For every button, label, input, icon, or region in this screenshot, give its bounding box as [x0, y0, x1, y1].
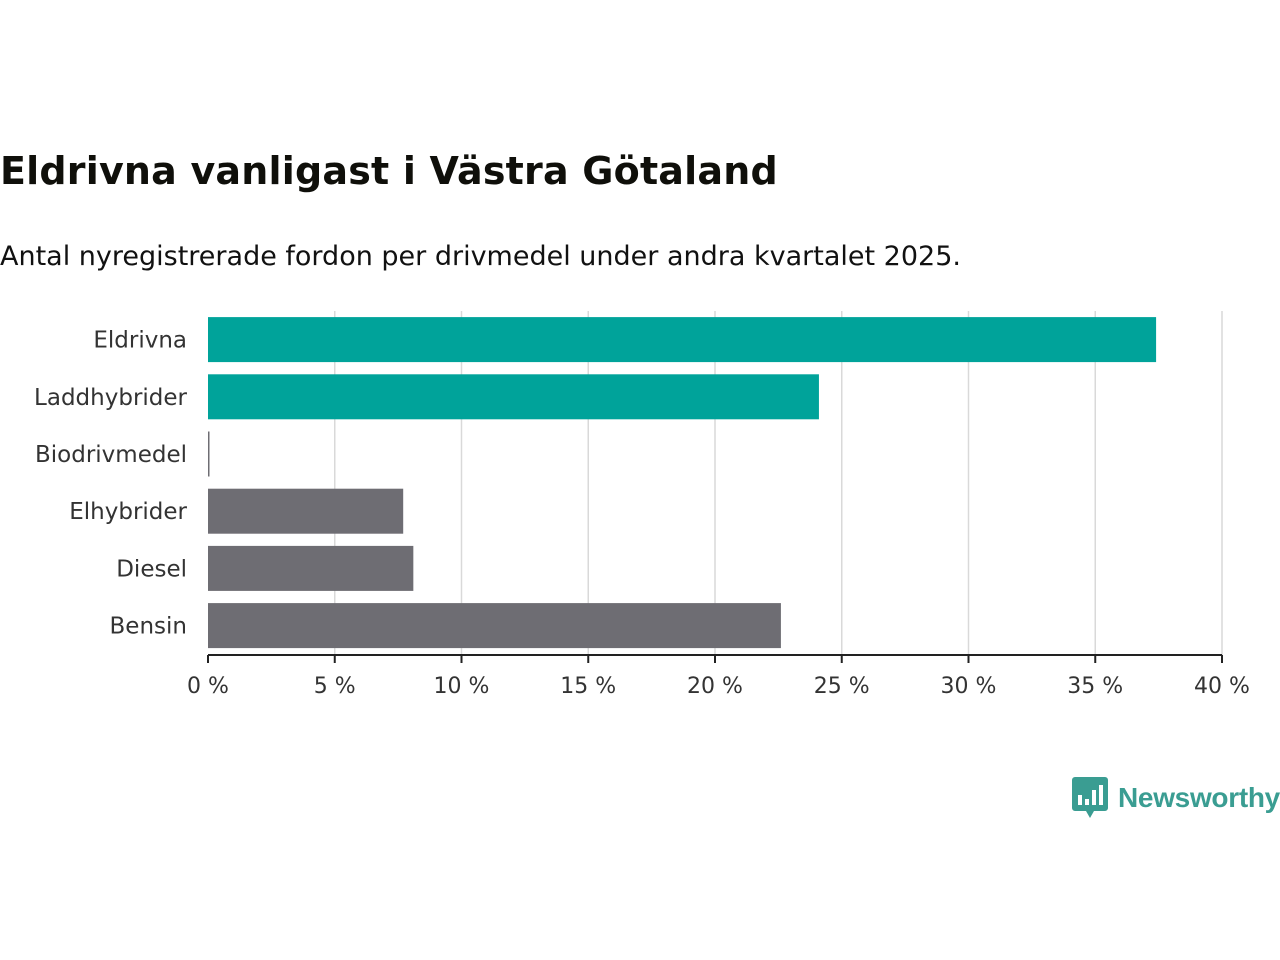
category-label: Diesel [116, 556, 187, 582]
x-tick-label: 0 % [187, 674, 229, 699]
brand-name: Newsworthy [1118, 782, 1280, 813]
category-label: Eldrivna [93, 328, 187, 354]
bar [208, 317, 1157, 363]
chart-subtitle: Antal nyregistrerade fordon per drivmede… [0, 241, 961, 272]
category-label: Elhybrider [69, 499, 187, 525]
x-tick-label: 40 % [1194, 674, 1250, 699]
bar [208, 545, 414, 591]
bar [208, 374, 819, 420]
bar [208, 431, 210, 477]
bars [208, 317, 1157, 649]
bar-chart: Eldrivna Laddhybrider Biodrivmedel Elhybrid… [34, 311, 1250, 699]
newsworthy-logo: Newsworthy [1072, 776, 1280, 820]
category-label: Laddhybrider [34, 385, 187, 411]
chart-title: Eldrivna vanligast i Västra Götaland [0, 149, 778, 193]
bar-chart-speech-bubble-icon [1072, 777, 1108, 818]
x-tick-label: 35 % [1067, 674, 1123, 699]
x-tick-label: 5 % [314, 674, 356, 699]
x-axis: 0 % 5 % 10 % 15 % 20 % 25 % 30 % 35 % 40 % [187, 654, 1250, 699]
bar [208, 603, 781, 649]
category-label: Bensin [110, 614, 187, 640]
x-tick-label: 25 % [814, 674, 870, 699]
x-tick-label: 15 % [560, 674, 616, 699]
bar [208, 488, 404, 534]
x-tick-label: 20 % [687, 674, 743, 699]
x-tick-label: 30 % [941, 674, 997, 699]
x-tick-label: 10 % [434, 674, 490, 699]
category-labels: Eldrivna Laddhybrider Biodrivmedel Elhybrid… [34, 328, 187, 640]
gridlines [334, 311, 1223, 655]
category-label: Biodrivmedel [35, 442, 187, 468]
